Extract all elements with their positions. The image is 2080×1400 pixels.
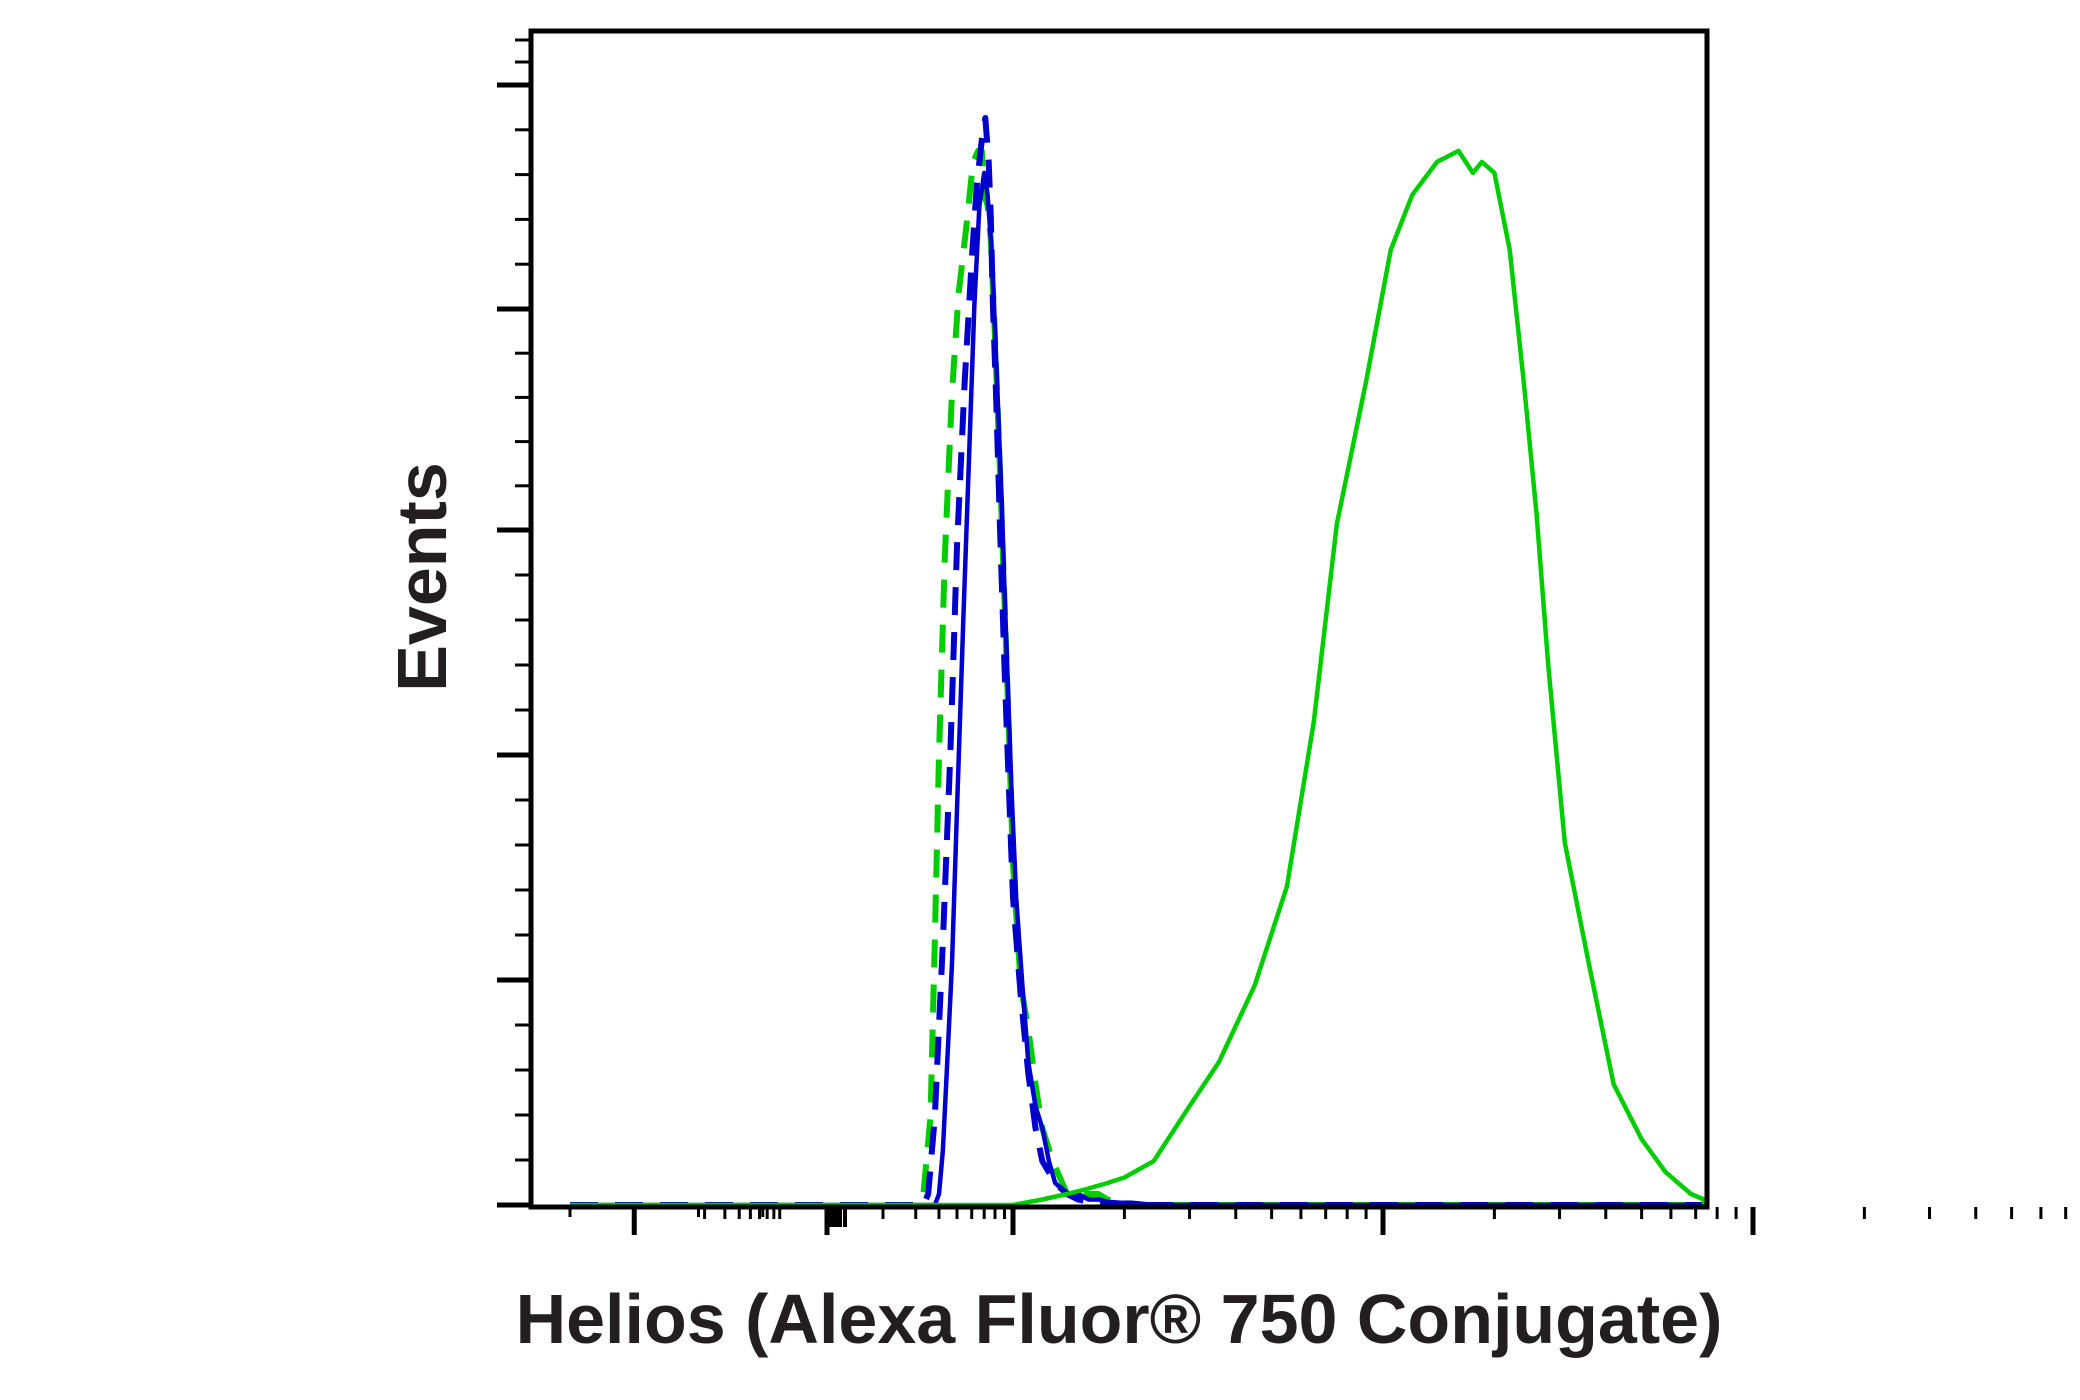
y-axis-label: Events [383, 462, 461, 692]
plot-frame [528, 28, 1710, 1210]
series-line-3 [570, 170, 1704, 1208]
y-axis-ticks [497, 38, 531, 1208]
series-layer [570, 115, 1707, 1208]
x-axis-ticks [568, 1207, 2068, 1235]
x-axis-label: Helios (Alexa Fluor® 750 Conjugate) [516, 1280, 1723, 1358]
series-line-1 [570, 147, 1704, 1208]
series-line-4 [570, 148, 1707, 1208]
series-line-2 [570, 115, 1704, 1208]
